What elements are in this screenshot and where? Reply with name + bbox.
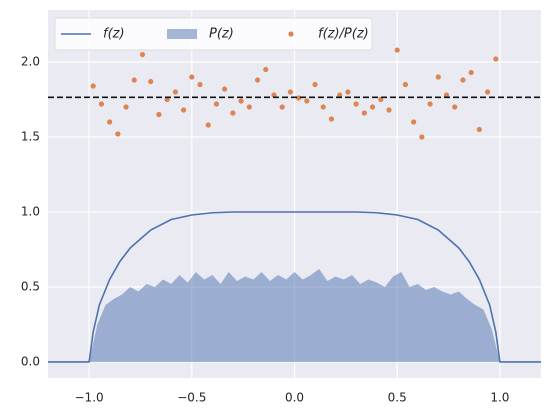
- scatter-point: [238, 98, 244, 104]
- x-tick-label: 1.0: [490, 391, 509, 405]
- scatter-point: [131, 77, 137, 83]
- scatter-point: [107, 119, 113, 125]
- scatter-point: [369, 104, 376, 110]
- x-tick-label: −0.5: [177, 391, 206, 405]
- scatter-point: [394, 47, 400, 53]
- legend-label: f(z)/P(z): [318, 27, 369, 42]
- legend: f(z) P(z) f(z)/P(z): [54, 17, 373, 51]
- scatter-point: [180, 107, 187, 113]
- scatter-point: [98, 101, 105, 107]
- scatter-point: [230, 110, 236, 116]
- scatter-point: [468, 69, 474, 76]
- scatter-point: [279, 104, 285, 110]
- y-tick-label: 1.5: [21, 130, 40, 144]
- legend-swatch: [288, 31, 294, 37]
- x-tick-label: −1.0: [75, 391, 104, 405]
- scatter-point: [189, 74, 195, 80]
- scatter-point: [361, 110, 367, 116]
- scatter-point: [115, 131, 121, 137]
- y-tick-label: 0.0: [21, 354, 40, 368]
- scatter-point: [156, 111, 162, 118]
- scatter-point: [484, 89, 491, 95]
- scatter-point: [353, 101, 359, 107]
- scatter-point: [148, 78, 154, 85]
- y-tick-label: 2.0: [21, 55, 40, 69]
- scatter-point: [139, 51, 146, 58]
- scatter-point: [411, 119, 417, 125]
- scatter-point: [378, 96, 384, 103]
- scatter-point: [320, 104, 326, 110]
- scatter-point: [386, 107, 392, 113]
- scatter-point: [287, 89, 293, 95]
- scatter-point: [271, 92, 277, 98]
- scatter-point: [328, 116, 335, 122]
- scatter-point: [205, 122, 211, 128]
- legend-label: P(z): [209, 27, 234, 42]
- scatter-point: [213, 101, 220, 107]
- scatter-point: [222, 86, 228, 92]
- x-tick-label: 0.5: [388, 391, 407, 405]
- scatter-point: [493, 56, 499, 62]
- y-tick-label: 0.5: [21, 279, 40, 293]
- x-tick-label: 0.0: [285, 391, 304, 405]
- scatter-point: [460, 77, 466, 83]
- scatter-point: [443, 92, 450, 98]
- scatter-point: [337, 92, 343, 98]
- y-tick-label: 1.0: [21, 204, 40, 218]
- scatter-point: [263, 66, 269, 73]
- scatter-point: [164, 96, 170, 103]
- scatter-point: [312, 81, 318, 88]
- legend-box: [54, 17, 373, 51]
- scatter-point: [296, 95, 302, 101]
- line: [48, 211, 541, 363]
- scatter-point: [172, 89, 178, 95]
- scatter-point: [452, 104, 458, 110]
- scatter-point: [254, 77, 261, 83]
- scatter-point: [246, 104, 252, 110]
- scatter-point: [435, 74, 441, 80]
- scatter-point: [402, 81, 409, 88]
- scatter-point: [90, 83, 96, 89]
- legend-label: f(z): [103, 27, 125, 42]
- legend-swatch: [167, 29, 197, 39]
- scatter-point: [419, 134, 425, 140]
- scatter-point: [476, 126, 482, 133]
- area: [48, 268, 541, 362]
- scatter-point: [345, 89, 351, 95]
- scatter-point: [304, 98, 310, 104]
- scatter-point: [123, 104, 129, 110]
- scatter-point: [427, 101, 433, 107]
- scatter-point: [197, 81, 203, 88]
